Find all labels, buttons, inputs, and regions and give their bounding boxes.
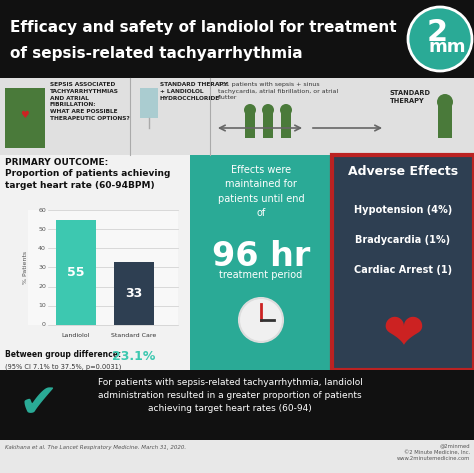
Text: Bradycardia (1%): Bradycardia (1%) <box>356 235 451 245</box>
Text: 40: 40 <box>38 246 46 251</box>
Bar <box>56 219 96 325</box>
Text: STANDARD THERAPY
+ LANDIOLOL
HYDROCCHLORIDE: STANDARD THERAPY + LANDIOLOL HYDROCCHLOR… <box>160 82 228 101</box>
Bar <box>114 262 154 325</box>
Circle shape <box>408 7 472 71</box>
Text: 20: 20 <box>38 284 46 289</box>
Text: Standard Care: Standard Care <box>111 333 156 338</box>
Bar <box>5 88 45 148</box>
Text: treatment period: treatment period <box>219 270 302 280</box>
Bar <box>281 110 291 138</box>
Text: 0: 0 <box>42 323 46 327</box>
Bar <box>245 110 255 138</box>
Text: ♥: ♥ <box>21 110 29 120</box>
Bar <box>28 210 178 325</box>
Text: ❤: ❤ <box>382 311 424 359</box>
Bar <box>140 88 158 118</box>
Circle shape <box>437 94 453 110</box>
Bar <box>190 155 332 370</box>
Bar <box>332 155 474 370</box>
Text: (95% CI 7.1% to 37.5%, p=0.0031): (95% CI 7.1% to 37.5%, p=0.0031) <box>5 364 121 370</box>
Text: Between group difference:: Between group difference: <box>5 350 121 359</box>
Text: Hypotension (4%): Hypotension (4%) <box>354 205 452 215</box>
Text: 96 hr: 96 hr <box>212 240 310 273</box>
Text: 23.1%: 23.1% <box>112 350 155 363</box>
Text: Kakihana et al. The Lancet Respiratory Medicine. March 31, 2020.: Kakihana et al. The Lancet Respiratory M… <box>5 445 186 450</box>
Text: Adverse Effects: Adverse Effects <box>348 165 458 178</box>
Text: of sepsis-related tachyarrhythmia: of sepsis-related tachyarrhythmia <box>10 46 302 61</box>
Bar <box>0 78 474 155</box>
Text: Landiolol: Landiolol <box>62 333 90 338</box>
Text: 50: 50 <box>38 227 46 232</box>
Bar <box>263 110 273 138</box>
Bar <box>0 0 474 78</box>
Text: 10: 10 <box>38 303 46 308</box>
Bar <box>0 155 190 370</box>
Text: PRIMARY OUTCOME:
Proportion of patients achieving
target heart rate (60-94BPM): PRIMARY OUTCOME: Proportion of patients … <box>5 158 170 190</box>
Text: 33: 33 <box>126 287 143 300</box>
Text: 60: 60 <box>38 208 46 212</box>
Text: Cardiac Arrest (1): Cardiac Arrest (1) <box>354 265 452 275</box>
Text: 30: 30 <box>38 265 46 270</box>
Circle shape <box>244 104 256 116</box>
Text: mm: mm <box>428 38 466 56</box>
Text: Efficacy and safety of landiolol for treatment: Efficacy and safety of landiolol for tre… <box>10 20 397 35</box>
Text: SEPSIS ASSOCIATED
TACHYARRHYTHMIAS
AND ATRIAL
FIBRILLATION:
WHAT ARE POSSIBLE
TH: SEPSIS ASSOCIATED TACHYARRHYTHMIAS AND A… <box>50 82 130 121</box>
Circle shape <box>280 104 292 116</box>
Circle shape <box>15 93 35 113</box>
Text: STANDARD
THERAPY: STANDARD THERAPY <box>390 90 431 104</box>
Text: Effects were
maintained for
patients until end
of: Effects were maintained for patients unt… <box>218 165 304 218</box>
Text: For patients with sepsis-related tachyarrhythmia, landiolol
administration resul: For patients with sepsis-related tachyar… <box>98 378 363 413</box>
Text: ✔: ✔ <box>18 383 58 428</box>
Bar <box>0 440 474 473</box>
Text: 2: 2 <box>427 18 447 47</box>
Circle shape <box>262 104 274 116</box>
Circle shape <box>239 298 283 342</box>
Text: 55: 55 <box>67 266 85 279</box>
Text: % Patients: % Patients <box>24 251 28 284</box>
Bar <box>438 100 452 138</box>
Text: 151 patients with sepsis + sinus
tachycardia, atrial fibrillation, or atrial
flu: 151 patients with sepsis + sinus tachyca… <box>218 82 338 100</box>
Text: @2minmed
©2 Minute Medicine, Inc.
www.2minutemedicine.com: @2minmed ©2 Minute Medicine, Inc. www.2m… <box>397 443 470 461</box>
Bar <box>0 155 474 370</box>
Bar <box>0 370 474 440</box>
